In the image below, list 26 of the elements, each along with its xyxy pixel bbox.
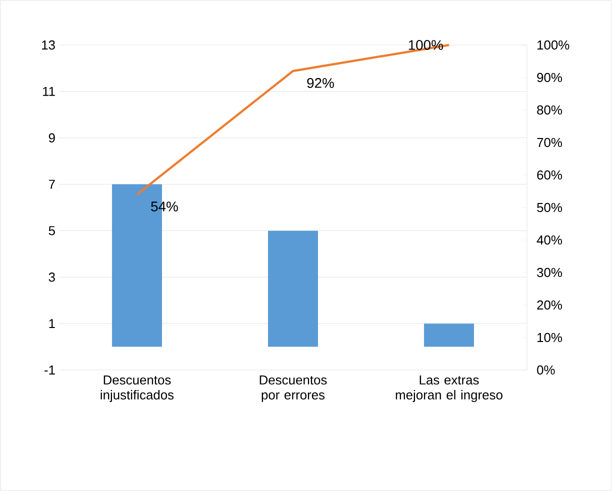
y2-tick-label: 20% <box>537 300 562 310</box>
y-tick-label: -1 <box>44 366 55 374</box>
y-tick-label: 5 <box>48 226 55 236</box>
y-tick-label: 1 <box>49 319 55 328</box>
y2-tick-label: 80% <box>537 105 562 115</box>
y2-tick-label: 40% <box>536 235 562 245</box>
y2-tick-label: 70% <box>537 138 562 148</box>
y-tick-label: 7 <box>48 180 55 189</box>
data-label: 92% <box>307 78 334 88</box>
y2-tick-label: 60% <box>537 170 562 180</box>
y-tick-label: 9 <box>48 133 55 142</box>
x-tick-label: Descuentos injustificados <box>100 376 174 402</box>
y2-tick-label: 90% <box>537 72 562 82</box>
y2-tick-label: 10% <box>538 332 562 342</box>
y2-tick-label: 30% <box>537 268 562 278</box>
y-tick-label: 3 <box>48 272 55 282</box>
y2-tick-label: 0% <box>537 365 555 375</box>
bar <box>424 324 474 347</box>
data-label: 100% <box>408 40 443 50</box>
x-tick-label: Las extras mejoran el ingreso <box>396 376 502 402</box>
y-tick-label: 13 <box>42 40 55 50</box>
y2-tick-label: 100% <box>538 40 570 50</box>
y2-tick-label: 50% <box>537 202 562 212</box>
bar <box>268 230 318 347</box>
y-tick-label: 11 <box>43 86 55 96</box>
x-tick-label: Descuentos por errores <box>260 376 327 402</box>
